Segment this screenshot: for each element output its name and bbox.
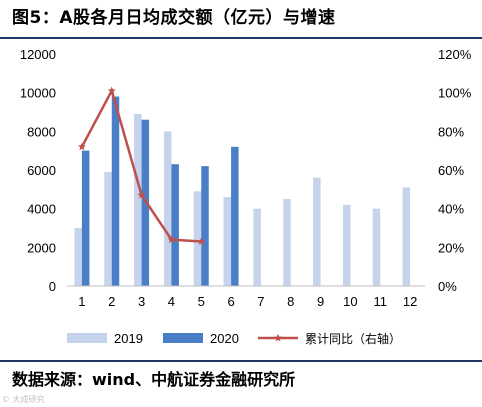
y-right-tick-label: 40% <box>438 202 464 217</box>
title-divider <box>0 37 482 39</box>
legend-label: 2020 <box>210 331 239 346</box>
bar-2019-4 <box>163 131 172 286</box>
line-layer <box>77 86 206 245</box>
bar-2020-6 <box>231 146 239 286</box>
y-right-tick-label: 100% <box>438 86 472 101</box>
x-tick-label: 10 <box>343 294 357 309</box>
line-point-4 <box>167 235 176 243</box>
source-divider <box>0 360 482 362</box>
bar-2020-1 <box>81 150 90 286</box>
y-right-tick-label: 80% <box>438 124 464 139</box>
y-right-tick-label: 120% <box>438 47 472 62</box>
bar-2019-9 <box>313 177 321 286</box>
bar-2019-5 <box>193 191 202 286</box>
bar-2020-2 <box>111 96 120 287</box>
bar-2019-3 <box>134 113 142 286</box>
legend-label: 累计同比（右轴） <box>305 331 401 346</box>
watermark: © 大成研究 <box>2 395 45 404</box>
x-tick-label: 6 <box>227 294 234 309</box>
legend-swatch-2020 <box>163 333 203 343</box>
line-point-1 <box>77 142 86 151</box>
x-tick-label: 4 <box>168 294 175 309</box>
y-left-tick-label: 0 <box>49 279 56 294</box>
source-note: 数据来源：wind、中航证券金融研究所 <box>12 370 296 389</box>
x-tick-label: 1 <box>78 294 85 309</box>
figure-title: 图5：A股各月日均成交额（亿元）与增速 <box>12 8 336 28</box>
x-tick-label: 12 <box>403 294 417 309</box>
x-tick-label: 5 <box>198 294 205 309</box>
bar-2019-1 <box>74 228 82 286</box>
bar-2019-10 <box>342 204 351 286</box>
bar-layer <box>74 96 411 287</box>
y-left-tick-label: 2000 <box>27 240 56 255</box>
bar-2020-4 <box>171 164 179 286</box>
legend-swatch-2019 <box>67 333 107 343</box>
y-right-tick-label: 0% <box>438 279 457 294</box>
bar-2019-11 <box>372 208 381 286</box>
legend-label: 2019 <box>114 331 143 346</box>
y-right-tick-label: 20% <box>438 240 464 255</box>
y-left-tick-label: 12000 <box>20 47 56 62</box>
bar-2019-6 <box>223 197 232 286</box>
axes-layer: 0 2000 4000 6000 8000 10000 12000 0% 20% 40% 60% 80… <box>20 47 472 309</box>
y-left-tick-label: 4000 <box>27 202 56 217</box>
bar-2020-5 <box>201 166 209 286</box>
y-left-tick-label: 8000 <box>27 124 56 139</box>
x-tick-label: 3 <box>138 294 145 309</box>
x-tick-label: 8 <box>287 294 294 309</box>
line-point-2 <box>107 86 116 95</box>
bar-2019-7 <box>253 208 261 286</box>
x-tick-label: 11 <box>374 294 388 309</box>
legend: 2019 2020 累计同比（右轴） <box>67 331 401 346</box>
x-tick-label: 9 <box>317 294 324 309</box>
x-tick-label: 2 <box>108 294 115 309</box>
legend-swatch-marker <box>274 333 282 342</box>
y-right-tick-label: 60% <box>438 163 464 178</box>
bar-2019-8 <box>283 199 291 286</box>
chart: 0 2000 4000 6000 8000 10000 12000 0% 20% 40% 60% 80… <box>20 47 472 346</box>
y-left-tick-label: 10000 <box>20 86 56 101</box>
x-tick-label: 7 <box>257 294 264 309</box>
y-left-tick-label: 6000 <box>27 163 56 178</box>
line-point-3 <box>137 190 146 199</box>
line-point-5 <box>197 237 206 245</box>
bar-2019-12 <box>402 187 411 286</box>
bar-2019-2 <box>104 171 112 286</box>
